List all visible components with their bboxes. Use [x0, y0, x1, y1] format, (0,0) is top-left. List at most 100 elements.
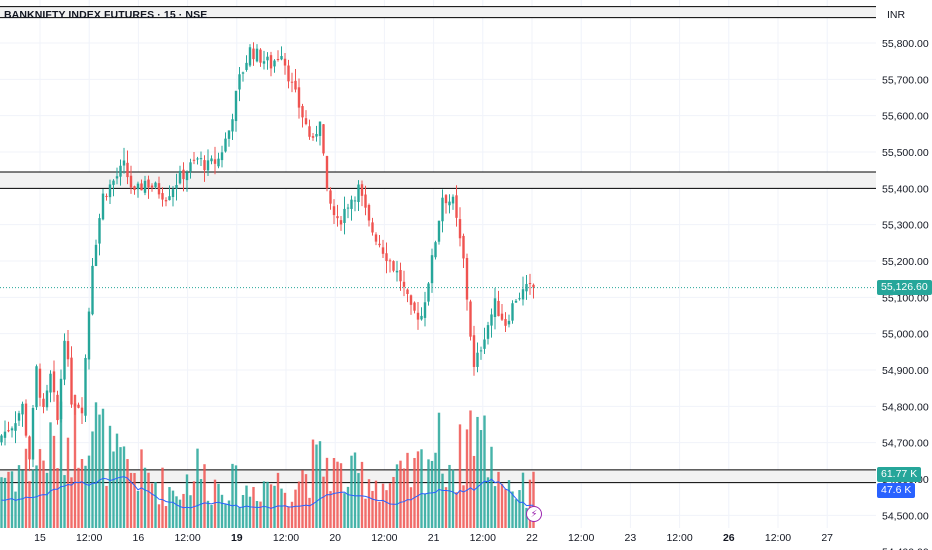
- candle: [280, 56, 283, 60]
- candle: [63, 340, 66, 380]
- volume-bar: [189, 495, 192, 528]
- volume-bar: [269, 484, 273, 528]
- x-tick-label: 12:00: [371, 532, 397, 544]
- candle: [325, 156, 329, 189]
- volume-bar: [161, 467, 164, 528]
- candle: [150, 185, 154, 188]
- candle: [24, 403, 28, 436]
- candle: [497, 300, 500, 317]
- volume-bar: [346, 486, 350, 528]
- y-tick-label: 54,800.00: [882, 401, 929, 413]
- volume-bar: [248, 496, 252, 528]
- volume-bar: [287, 506, 290, 528]
- candle: [427, 283, 430, 302]
- volume-bar: [388, 483, 392, 528]
- candle: [353, 200, 357, 202]
- volume-bar: [486, 477, 490, 528]
- volume-bars: [0, 395, 535, 528]
- y-tick-label: 54,400.00: [882, 547, 929, 550]
- candle: [255, 48, 259, 62]
- volume-bar: [266, 481, 269, 528]
- volume-bar: [472, 455, 476, 528]
- candles: [0, 42, 535, 472]
- volume-bar: [56, 468, 59, 528]
- candle: [59, 378, 63, 420]
- volume-bar: [14, 491, 17, 528]
- volume-bar: [343, 493, 346, 528]
- candle: [416, 312, 420, 320]
- currency-label: INR: [887, 9, 906, 21]
- candle: [10, 428, 14, 431]
- candle: [206, 160, 210, 171]
- volume-bar: [17, 465, 21, 528]
- candle: [164, 200, 168, 202]
- y-tick-label: 55,400.00: [882, 183, 929, 195]
- volume-bar: [378, 501, 381, 528]
- volume-bar: [409, 487, 413, 528]
- candle: [140, 183, 143, 191]
- candle: [14, 423, 17, 431]
- volume-bar: [175, 496, 178, 528]
- zone-middle-fill: [0, 171, 876, 189]
- volume-bar: [413, 457, 416, 528]
- candle: [266, 56, 269, 61]
- volume-ma-line: [1, 476, 534, 509]
- volume-bar: [441, 473, 444, 528]
- volume-bar: [45, 472, 49, 528]
- volume-bar: [217, 483, 220, 528]
- candle: [315, 133, 318, 137]
- volume-bar: [220, 494, 224, 528]
- candle: [108, 184, 112, 198]
- candle: [423, 302, 427, 318]
- candle: [448, 201, 451, 206]
- candle: [143, 180, 147, 193]
- candle: [490, 314, 493, 326]
- volume-bar: [458, 424, 462, 528]
- volume-bar: [7, 471, 10, 528]
- candle: [329, 190, 332, 204]
- volume-bar: [210, 504, 213, 528]
- candle: [332, 206, 336, 216]
- volume-bar: [490, 446, 493, 528]
- volume-bar: [129, 472, 133, 528]
- candle: [17, 413, 21, 421]
- volume-bar: [451, 469, 455, 528]
- candle: [224, 138, 227, 152]
- volume-bar: [297, 481, 301, 528]
- lightning-icon[interactable]: ⚡: [526, 506, 542, 522]
- candle: [133, 186, 136, 191]
- volume-bar: [136, 490, 140, 528]
- y-tick-label: 55,300.00: [882, 220, 929, 232]
- y-tick-label: 54,500.00: [882, 510, 929, 522]
- volume-bar: [80, 459, 84, 528]
- candle: [220, 152, 224, 161]
- candle: [290, 81, 294, 83]
- x-tick-label: 15: [34, 532, 46, 544]
- volume-bar: [59, 401, 63, 528]
- volume-bar: [87, 455, 91, 528]
- candle: [171, 189, 175, 198]
- candle: [56, 394, 59, 421]
- candle: [521, 289, 525, 300]
- volume-bar: [157, 504, 161, 528]
- volume-bar: [514, 499, 518, 528]
- volume-bar: [374, 480, 378, 528]
- candle: [7, 430, 10, 432]
- candle: [437, 220, 441, 242]
- volume-bar: [528, 479, 532, 528]
- volume-bar: [416, 451, 420, 528]
- candle: [301, 106, 304, 118]
- candle: [462, 235, 465, 259]
- candle: [28, 436, 31, 460]
- volume-tag: 61.77 K: [877, 467, 922, 482]
- candle: [80, 407, 84, 414]
- candle: [49, 373, 52, 393]
- candle: [402, 281, 406, 287]
- volume-bar: [420, 449, 423, 528]
- volume-bar: [423, 493, 427, 528]
- candle: [31, 408, 35, 460]
- candle: [350, 199, 353, 209]
- volume-bar: [63, 475, 66, 528]
- volume-bar: [105, 485, 108, 528]
